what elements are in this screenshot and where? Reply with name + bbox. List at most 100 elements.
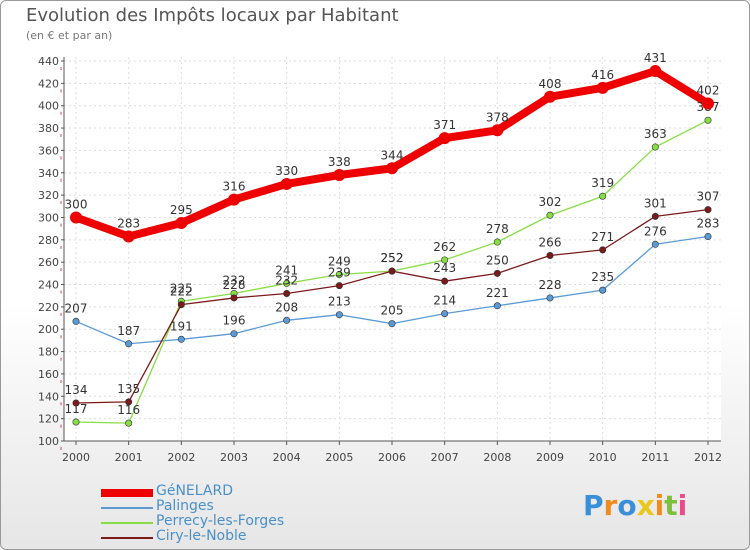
legend-item: Ciry-le-Noble <box>101 528 421 545</box>
data-label: 213 <box>328 295 351 309</box>
data-label: 135 <box>117 382 140 396</box>
y-tick-label: 340 <box>38 167 59 180</box>
y-tick-label: 140 <box>38 390 59 403</box>
legend-swatch <box>101 522 153 524</box>
data-point <box>441 256 449 264</box>
legend-label: Ciry-le-Noble <box>156 528 247 544</box>
data-label: 307 <box>697 190 720 204</box>
y-tick-label: 300 <box>38 211 59 224</box>
data-point <box>72 418 80 426</box>
data-label: 214 <box>433 294 456 308</box>
y-tick-label: 440 <box>38 55 59 68</box>
chart-title: Evolution des Impôts locaux par Habitant <box>26 5 399 26</box>
data-point <box>599 246 607 254</box>
x-tick-label: 2010 <box>589 451 617 464</box>
legend-item: Palinges <box>101 498 421 515</box>
y-tick-label: 420 <box>38 77 59 90</box>
x-tick-label: 2003 <box>220 451 248 464</box>
data-point <box>230 330 238 338</box>
y-tick-label: 380 <box>38 122 59 135</box>
data-point <box>125 398 133 406</box>
data-label: 271 <box>591 230 614 244</box>
legend-label: GéNELARD <box>156 483 233 499</box>
data-point <box>493 269 501 277</box>
data-label: 116 <box>117 403 140 417</box>
data-label: 252 <box>381 251 404 265</box>
x-tick-label: 2007 <box>431 451 459 464</box>
data-point <box>702 97 714 110</box>
brand-letter: r <box>603 489 618 522</box>
data-label: 239 <box>328 266 351 280</box>
legend-label: Perrecy-les-Forges <box>156 513 285 529</box>
data-point <box>72 317 80 325</box>
data-point <box>441 310 449 318</box>
legend-swatch <box>101 537 153 539</box>
data-point <box>546 211 554 219</box>
data-point <box>388 267 396 275</box>
brand-letter: i <box>677 489 688 522</box>
data-point <box>651 143 659 151</box>
data-label: 316 <box>223 180 246 194</box>
data-point <box>596 81 609 94</box>
data-label: 283 <box>697 216 720 230</box>
data-label: 250 <box>486 253 509 267</box>
x-tick-label: 2001 <box>115 451 143 464</box>
data-point <box>704 232 712 240</box>
x-tick-label: 2008 <box>483 451 511 464</box>
brand-letter: x <box>636 489 655 522</box>
data-label: 232 <box>223 273 246 287</box>
data-point <box>122 230 135 243</box>
data-label: 243 <box>433 261 456 275</box>
x-tick-label: 2000 <box>62 451 90 464</box>
y-tick-label: 220 <box>38 301 59 314</box>
data-label: 232 <box>275 273 298 287</box>
data-label: 241 <box>275 263 298 277</box>
data-label: 117 <box>65 402 88 416</box>
y-tick-label: 400 <box>38 100 59 113</box>
data-label: 262 <box>433 240 456 254</box>
legend-label: Palinges <box>156 498 214 514</box>
x-tick-label: 2011 <box>641 451 669 464</box>
data-label: 249 <box>328 254 351 268</box>
chart-subtitle: (en € et par an) <box>26 29 113 42</box>
data-label: 235 <box>591 270 614 284</box>
data-label: 134 <box>65 383 88 397</box>
data-point <box>491 124 504 137</box>
data-point <box>493 238 501 246</box>
data-label: 278 <box>486 222 509 236</box>
data-label: 266 <box>539 235 562 249</box>
data-label: 344 <box>381 148 404 162</box>
data-label: 338 <box>328 155 351 169</box>
y-tick-label: 200 <box>38 323 59 336</box>
y-tick-label: 160 <box>38 368 59 381</box>
data-label: 187 <box>117 324 140 338</box>
data-point <box>125 340 133 348</box>
brand-letter: P <box>583 489 604 522</box>
data-label: 191 <box>170 319 193 333</box>
data-label: 205 <box>381 304 404 318</box>
data-label: 300 <box>65 197 88 211</box>
data-label: 402 <box>697 83 720 97</box>
data-point <box>283 289 291 297</box>
chart-legend: GéNELARD Palinges Perrecy-les-Forges Ciry-l… <box>101 483 421 545</box>
data-point <box>649 65 662 78</box>
y-tick-label: 260 <box>38 256 59 269</box>
data-label: 283 <box>117 216 140 230</box>
data-point <box>438 132 451 145</box>
x-tick-label: 2006 <box>378 451 406 464</box>
data-label: 228 <box>223 278 246 292</box>
data-point <box>493 302 501 310</box>
data-point <box>125 419 133 427</box>
data-point <box>175 217 188 230</box>
data-label: 252 <box>381 251 404 265</box>
data-label: 276 <box>644 224 667 238</box>
data-label: 225 <box>170 281 193 295</box>
brand-logo: Proxiti <box>583 489 687 522</box>
y-tick-label: 180 <box>38 346 59 359</box>
data-point <box>335 270 343 278</box>
y-tick-label: 360 <box>38 144 59 157</box>
data-label: 301 <box>644 196 667 210</box>
data-point <box>544 90 556 103</box>
y-tick-label: 320 <box>38 189 59 202</box>
